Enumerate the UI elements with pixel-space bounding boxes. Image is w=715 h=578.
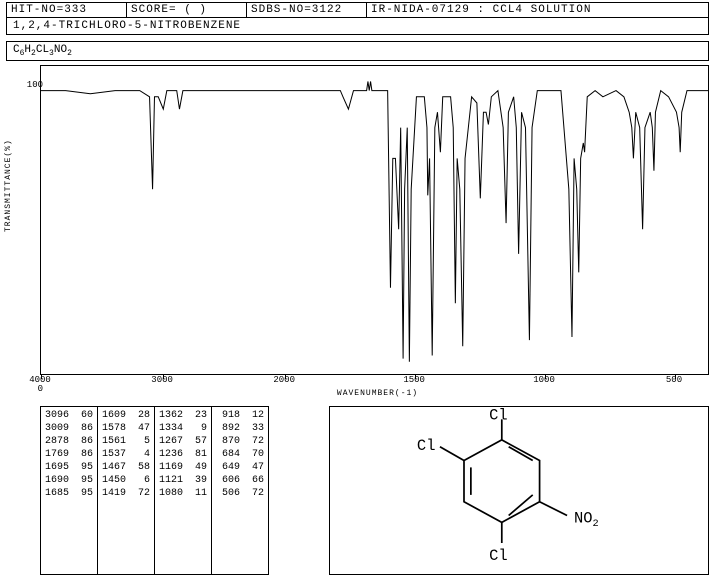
peak-table-row: 1169 49 xyxy=(159,461,207,474)
structure-diagram: Cl Cl Cl NO2 xyxy=(329,406,709,575)
peak-table-row: 506 72 xyxy=(216,487,264,500)
y-axis-label: TRANSMITTANCE(%) xyxy=(4,139,13,232)
peak-table-row: 3096 60 xyxy=(45,409,93,422)
xtick-label: 2000 xyxy=(273,375,295,385)
peak-table: 3096 603009 862878 861769 861695 951690 … xyxy=(40,406,269,575)
peak-table-row: 1609 28 xyxy=(102,409,150,422)
struct-cl-left: Cl xyxy=(417,437,436,455)
score: SCORE= ( ) xyxy=(127,3,247,17)
xtick-label: 1500 xyxy=(403,375,425,385)
struct-cl-bottom: Cl xyxy=(489,547,508,565)
hit-no: HIT-NO=333 xyxy=(7,3,127,17)
peak-table-row: 1080 11 xyxy=(159,487,207,500)
peak-table-column: 1609 281578 471561 51537 41467 581450 61… xyxy=(98,407,155,574)
peak-table-row: 870 72 xyxy=(216,435,264,448)
peak-table-column: 918 12 892 33 870 72 684 70 649 47 606 6… xyxy=(212,407,268,574)
sdbs-no: SDBS-NO=3122 xyxy=(247,3,367,17)
peak-table-row: 1578 47 xyxy=(102,422,150,435)
peak-table-row: 1121 39 xyxy=(159,474,207,487)
peak-table-row: 684 70 xyxy=(216,448,264,461)
ir-info: IR-NIDA-07129 : CCL4 SOLUTION xyxy=(367,3,708,17)
formula: C6H2CL3NO2 xyxy=(6,41,709,61)
peak-table-row: 1450 6 xyxy=(102,474,150,487)
xtick-label: 1000 xyxy=(533,375,555,385)
compound-name: 1,2,4-TRICHLORO-5-NITROBENZENE xyxy=(6,18,709,35)
peak-table-row: 1769 86 xyxy=(45,448,93,461)
peak-table-row: 1561 5 xyxy=(102,435,150,448)
peak-table-column: 1362 231334 91267 571236 811169 491121 3… xyxy=(155,407,212,574)
peak-table-row: 1419 72 xyxy=(102,487,150,500)
peak-table-column: 3096 603009 862878 861769 861695 951690 … xyxy=(41,407,98,574)
peak-table-row: 1362 23 xyxy=(159,409,207,422)
peak-table-row: 2878 86 xyxy=(45,435,93,448)
struct-cl-top: Cl xyxy=(489,407,508,424)
peak-table-row: 649 47 xyxy=(216,461,264,474)
xtick-label: 4000 xyxy=(29,375,51,385)
peak-table-row: 3009 86 xyxy=(45,422,93,435)
peak-table-row: 1236 81 xyxy=(159,448,207,461)
peak-table-row: 1537 4 xyxy=(102,448,150,461)
xtick-label: 500 xyxy=(666,375,682,385)
struct-no2: NO2 xyxy=(574,510,599,530)
x-axis-ticks: 40003000200015001000500 xyxy=(40,375,709,387)
peak-table-row: 1334 9 xyxy=(159,422,207,435)
peak-table-row: 606 66 xyxy=(216,474,264,487)
x-axis-label: WAVENUMBER(-1) xyxy=(40,389,715,398)
peak-table-row: 1685 95 xyxy=(45,487,93,500)
header-bar: HIT-NO=333 SCORE= ( ) SDBS-NO=3122 IR-NI… xyxy=(6,2,709,18)
peak-table-row: 892 33 xyxy=(216,422,264,435)
xtick-label: 3000 xyxy=(151,375,173,385)
peak-table-row: 1467 58 xyxy=(102,461,150,474)
peak-table-row: 918 12 xyxy=(216,409,264,422)
peak-table-row: 1695 95 xyxy=(45,461,93,474)
peak-table-row: 1690 95 xyxy=(45,474,93,487)
peak-table-row: 1267 57 xyxy=(159,435,207,448)
spectrum-chart xyxy=(40,65,709,375)
